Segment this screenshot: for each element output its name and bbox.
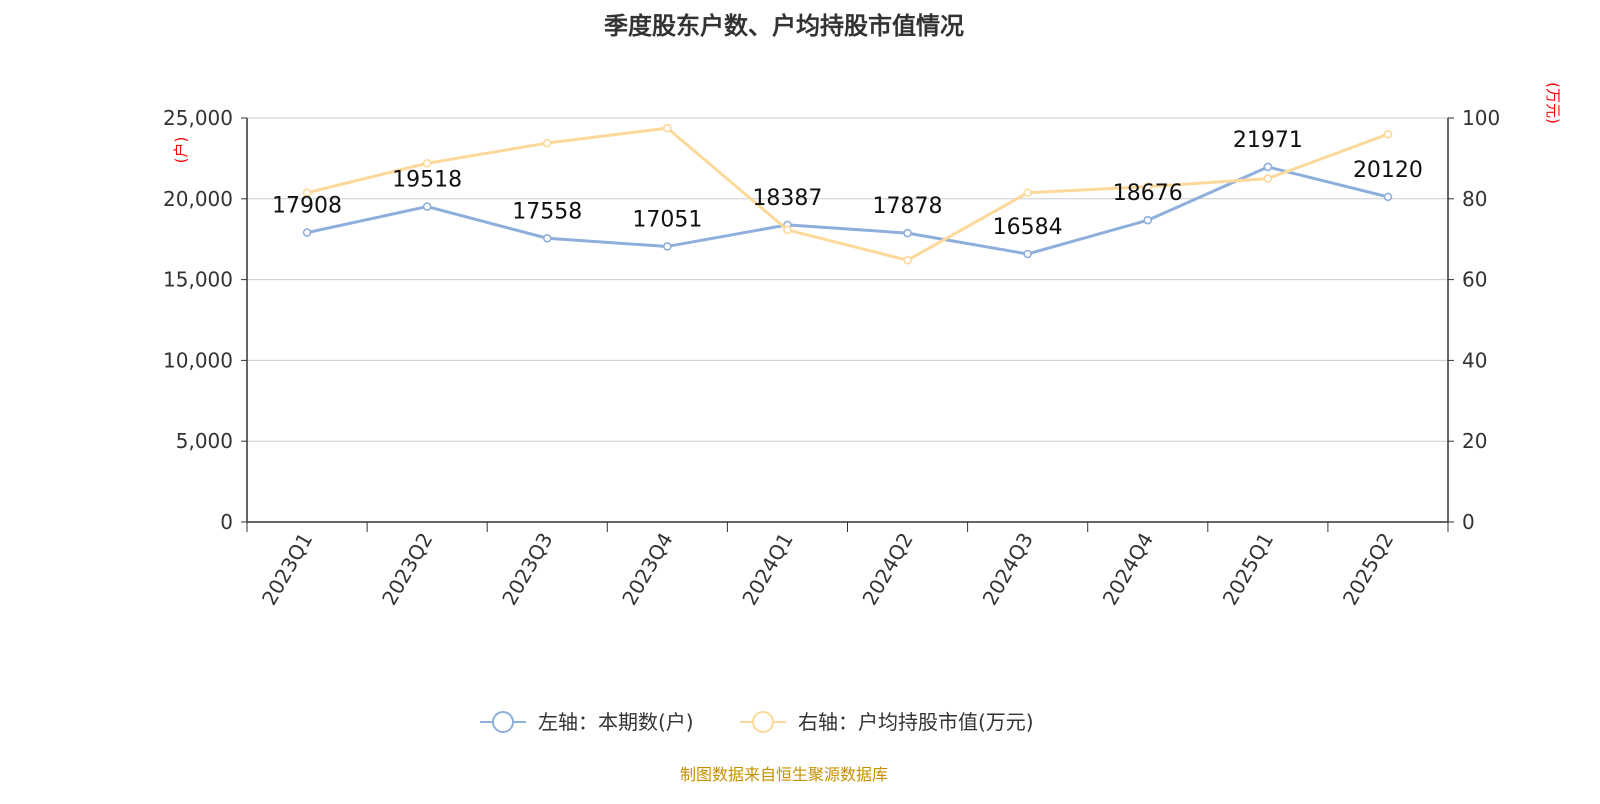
series-point (302, 228, 312, 237)
legend-marker (752, 711, 774, 733)
grid-layer (247, 117, 1448, 442)
left-axis-tick-label: 25,000 (163, 106, 233, 130)
series-layer (302, 123, 1393, 265)
series-point (663, 242, 672, 251)
series-point (422, 202, 432, 211)
series-point (1383, 192, 1393, 202)
data-label: 16584 (993, 215, 1063, 240)
source-note: 制图数据来自恒生聚源数据库 (680, 765, 888, 784)
series-line (306, 165, 1389, 256)
x-axis-tick-label: 2024Q1 (737, 529, 797, 610)
x-axis-tick-label: 2025Q2 (1338, 529, 1398, 610)
axis-layer: 0 0 5,000 20 10,000 40 15,000 60 20,000 80 25,000 1… (163, 106, 1500, 609)
x-axis-tick-label: 2023Q3 (497, 529, 557, 610)
right-axis-tick-label: 60 (1462, 268, 1487, 292)
left-axis-tick-label: 0 (220, 510, 233, 534)
chart-title: 季度股东户数、户均持股市值情况 (604, 12, 964, 40)
left-axis-tick-label: 5,000 (176, 429, 233, 453)
series-point (783, 225, 792, 235)
data-label: 21971 (1233, 128, 1303, 153)
series-point (1023, 188, 1032, 198)
right-axis-tick-label: 80 (1462, 187, 1487, 211)
data-label: 18387 (752, 186, 822, 211)
left-axis-tick-label: 10,000 (163, 348, 233, 372)
series-point (1143, 182, 1153, 191)
x-axis-tick-label: 2025Q1 (1218, 529, 1278, 610)
series-point (302, 188, 312, 198)
right-axis-tick-label: 0 (1462, 510, 1475, 534)
data-label: 17558 (512, 199, 582, 224)
data-label: 17878 (873, 194, 943, 219)
x-axis-tick-label: 2023Q2 (377, 529, 437, 610)
series-line (306, 126, 1389, 262)
x-axis-tick-label: 2024Q4 (1098, 529, 1158, 610)
data-label: 19518 (392, 168, 462, 193)
series-point (422, 158, 432, 168)
x-axis-tick-label: 2024Q2 (857, 529, 917, 610)
data-label: 17908 (272, 194, 342, 219)
right-axis-tick-label: 40 (1462, 348, 1487, 372)
series-point (1383, 129, 1393, 139)
series-point (1143, 215, 1153, 225)
left-axis-tick-label: 20,000 (163, 187, 233, 211)
series-point (663, 123, 672, 133)
data-label: 18676 (1113, 181, 1183, 206)
legend: 左轴：本期数(户) 右轴：户均持股市值(万元) (480, 710, 1034, 734)
right-axis-unit: (万元) (1544, 82, 1562, 124)
x-axis-tick-label: 2024Q3 (978, 529, 1038, 610)
x-axis-tick-label: 2023Q4 (617, 529, 677, 610)
x-axis-tick-label: 2023Q1 (257, 529, 317, 610)
label-layer: 17908 19518 17558 17051 18387 17878 16584 18676… (272, 128, 1423, 240)
left-axis-tick-label: 15,000 (163, 268, 233, 292)
series-point (1023, 249, 1032, 259)
series-point (1263, 174, 1273, 183)
right-axis-tick-label: 100 (1462, 106, 1500, 130)
left-axis-unit: (户) (172, 137, 190, 164)
series-point (1263, 162, 1273, 172)
legend-label: 右轴：户均持股市值(万元) (798, 710, 1034, 734)
right-axis-tick-label: 20 (1462, 429, 1487, 453)
series-point (542, 138, 552, 148)
data-label: 17051 (632, 207, 702, 232)
legend-label: 左轴：本期数(户) (538, 710, 694, 734)
series-point (903, 255, 912, 265)
data-label: 20120 (1353, 158, 1423, 183)
series-point (542, 233, 552, 243)
series-point (903, 228, 912, 238)
legend-marker (492, 711, 514, 733)
